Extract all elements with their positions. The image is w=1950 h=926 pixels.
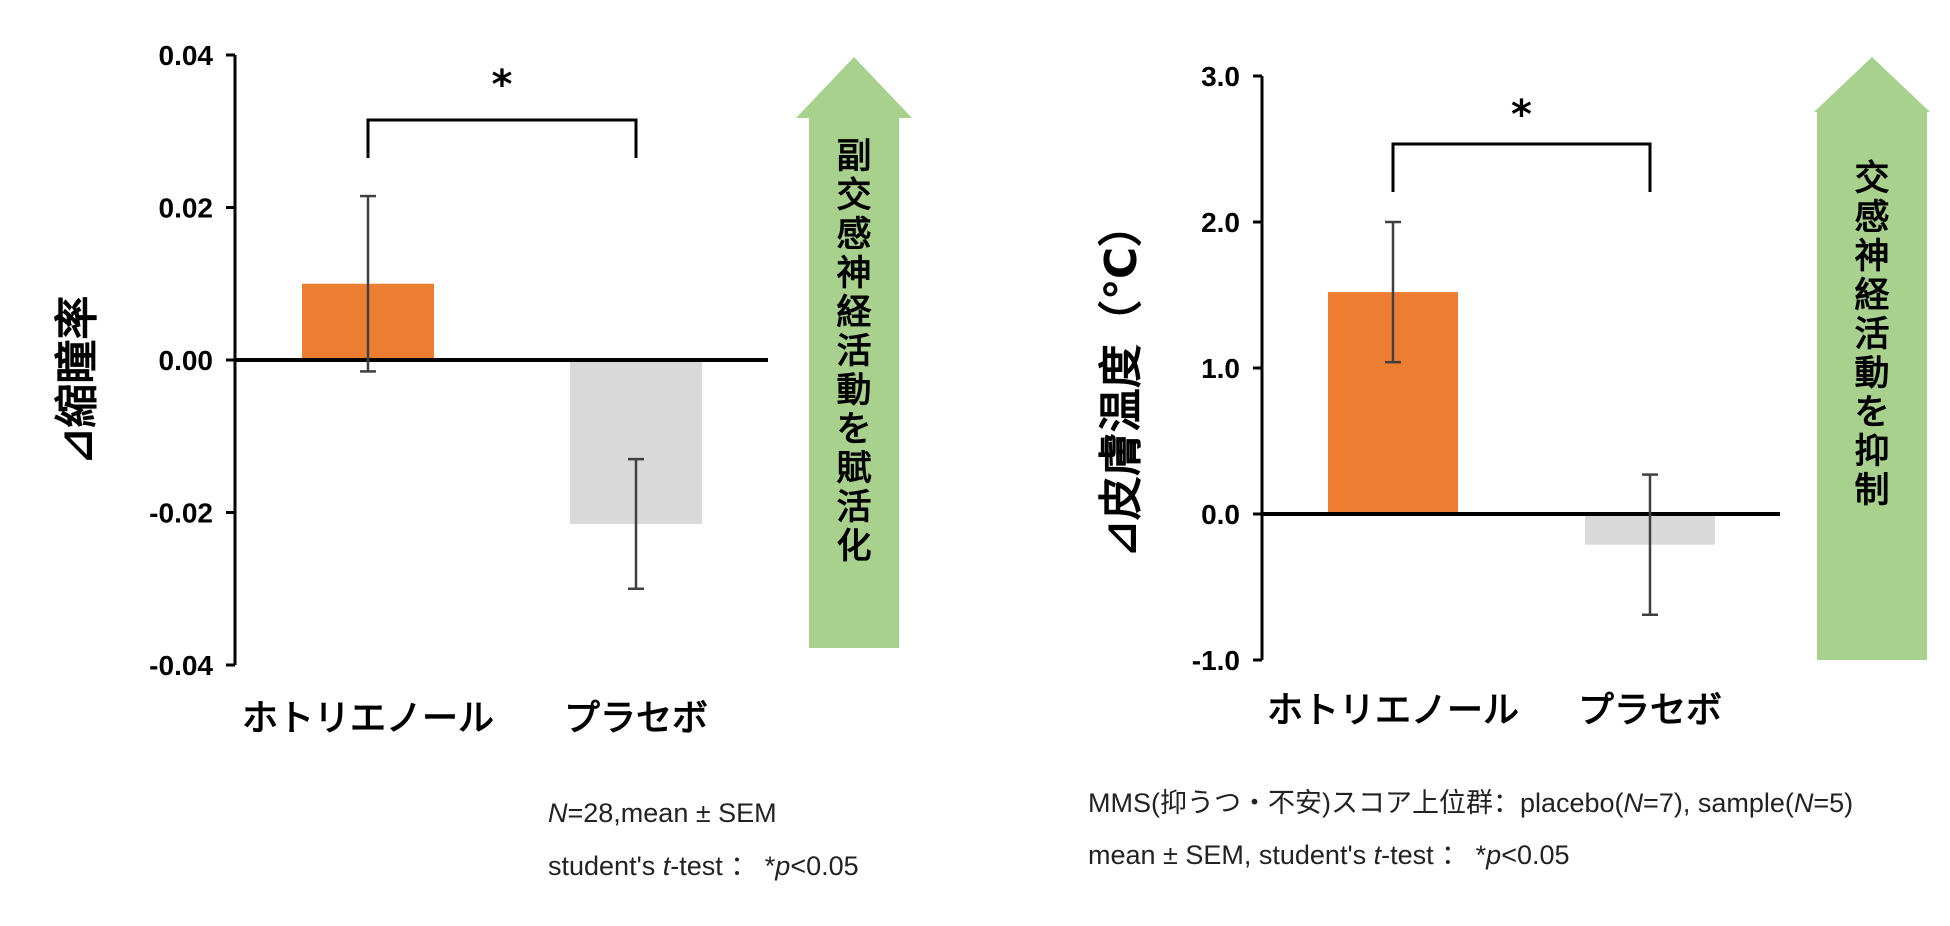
arrow-label-char: 神 [836, 254, 871, 294]
arrow-label-char: 活 [836, 332, 871, 372]
note-text: MMS(抑うつ・不安)スコア上位群：placebo( [1088, 788, 1624, 818]
y-tick-label: 1.0 [1201, 353, 1240, 384]
arrow-label-char: 感 [836, 215, 871, 255]
note-left-sample-size: N=28,mean ± SEM [548, 800, 777, 827]
arrow-label-char: 交 [1854, 158, 1889, 199]
y-tick-label: 0.02 [159, 193, 214, 224]
arrow-label-char: 経 [836, 293, 872, 333]
up-arrow-icon [796, 57, 912, 648]
category-label: プラセボ [1578, 690, 1722, 731]
arrow-label-char: 化 [836, 527, 871, 567]
note-text: mean ± SEM, student's [1088, 840, 1374, 870]
y-tick-label: 0.04 [159, 40, 214, 71]
note-text: =28,mean ± SEM [567, 798, 777, 828]
y-tick-label: -0.02 [149, 498, 213, 529]
y-axis-title: ⊿皮膚温度（℃） [1096, 203, 1147, 557]
arrow-label-char: 動 [1854, 354, 1889, 394]
arrow-label: 副交感神経活動を賦活化 [836, 137, 872, 567]
note-right-test: mean ± SEM, student's t-test ： *p<0.05 [1088, 842, 1570, 869]
category-label: ホトリエノール [242, 698, 494, 739]
category-label: プラセボ [564, 698, 708, 739]
y-tick-label: -1.0 [1192, 645, 1240, 676]
y-tick-label: 0.0 [1201, 499, 1240, 530]
note-text: student's [548, 851, 663, 881]
arrow-label-char: 抑 [1854, 432, 1889, 472]
arrow-label-char: を [836, 410, 871, 450]
category-label: ホトリエノール [1267, 690, 1519, 731]
arrow-label-char: 活 [1854, 315, 1889, 355]
y-axis-title: ⊿縮瞳率 [52, 296, 103, 465]
note-n-italic: N [1793, 788, 1814, 818]
chart-skin-temperature: 3.0 2.0 1.0 0.0 -1.0 ホトリエノール プラセボ ⊿皮膚温度（℃） * 交感神経… [1096, 57, 1930, 731]
note-n-italic: N [548, 798, 568, 828]
arrow-label-char: 神 [1854, 237, 1889, 277]
note-text: -test ： * [670, 851, 776, 881]
note-p-italic: p [1486, 840, 1502, 870]
note-text: <0.05 [1501, 840, 1570, 870]
note-t-italic: t [662, 851, 671, 881]
up-arrow-icon [1814, 57, 1930, 660]
arrow-label-char: 交 [836, 175, 871, 216]
y-tick-label: 3.0 [1201, 61, 1240, 92]
note-left-test: student's t-test ： *p<0.05 [548, 853, 859, 880]
note-right-groups: MMS(抑うつ・不安)スコア上位群：placebo(N=7), sample(N… [1088, 790, 1853, 817]
significance-bracket [1391, 142, 1652, 192]
note-text: =7), sample( [1643, 788, 1794, 818]
arrow-label-char: 制 [1854, 471, 1889, 511]
arrow-label-char: を [1854, 393, 1889, 433]
arrow-label-char: 経 [1854, 276, 1890, 316]
arrow-label-char: 活 [836, 488, 871, 528]
chart-pupil-constriction: 0.04 0.02 0.00 -0.02 -0.04 ホトリエノール プラセボ ⊿縮瞳率 * 副交… [52, 40, 912, 739]
y-tick-label: 2.0 [1201, 207, 1240, 238]
arrow-label-char: 副 [836, 137, 871, 177]
note-n-italic: N [1623, 788, 1644, 818]
note-text: =5) [1813, 788, 1854, 818]
note-text: -test ： * [1381, 840, 1487, 870]
significance-star: * [1511, 92, 1532, 138]
note-p-italic: p [775, 851, 791, 881]
note-t-italic: t [1373, 840, 1382, 870]
arrow-label-char: 動 [836, 371, 871, 411]
y-tick-label: 0.00 [159, 345, 214, 376]
significance-star: * [492, 62, 513, 108]
y-tick-label: -0.04 [149, 650, 213, 681]
arrow-label-char: 感 [1854, 198, 1889, 238]
note-text: <0.05 [790, 851, 859, 881]
significance-bracket [366, 118, 638, 158]
arrow-label: 交感神経活動を抑制 [1854, 158, 1890, 511]
arrow-label-char: 賦 [836, 449, 871, 489]
